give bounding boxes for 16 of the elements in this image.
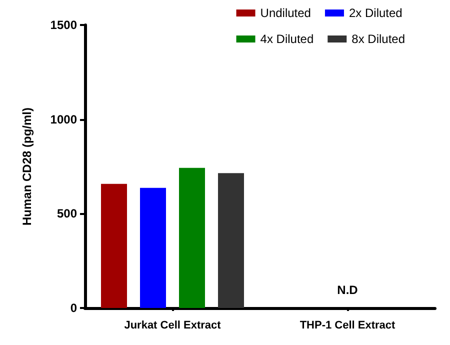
legend-label: 8x Diluted bbox=[352, 32, 406, 46]
bar bbox=[101, 184, 127, 308]
y-tick-label: 0 bbox=[70, 301, 78, 315]
legend-label: 4x Diluted bbox=[260, 32, 314, 46]
bar bbox=[140, 188, 166, 308]
legend-label: 2x Diluted bbox=[348, 6, 402, 20]
legend-label: Undiluted bbox=[260, 6, 311, 20]
y-axis-title: Human CD28 (pg/ml) bbox=[20, 107, 34, 226]
bar bbox=[179, 168, 205, 308]
x-tick-label: Jurkat Cell Extract bbox=[124, 320, 222, 332]
bar bbox=[218, 173, 244, 308]
y-tick-label: 500 bbox=[56, 206, 78, 221]
y-tick-label: 1000 bbox=[50, 112, 78, 126]
x-tick-label: THP-1 Cell Extract bbox=[300, 320, 396, 332]
y-tick-label: 1500 bbox=[50, 18, 78, 32]
annotation: N.D bbox=[337, 283, 358, 297]
